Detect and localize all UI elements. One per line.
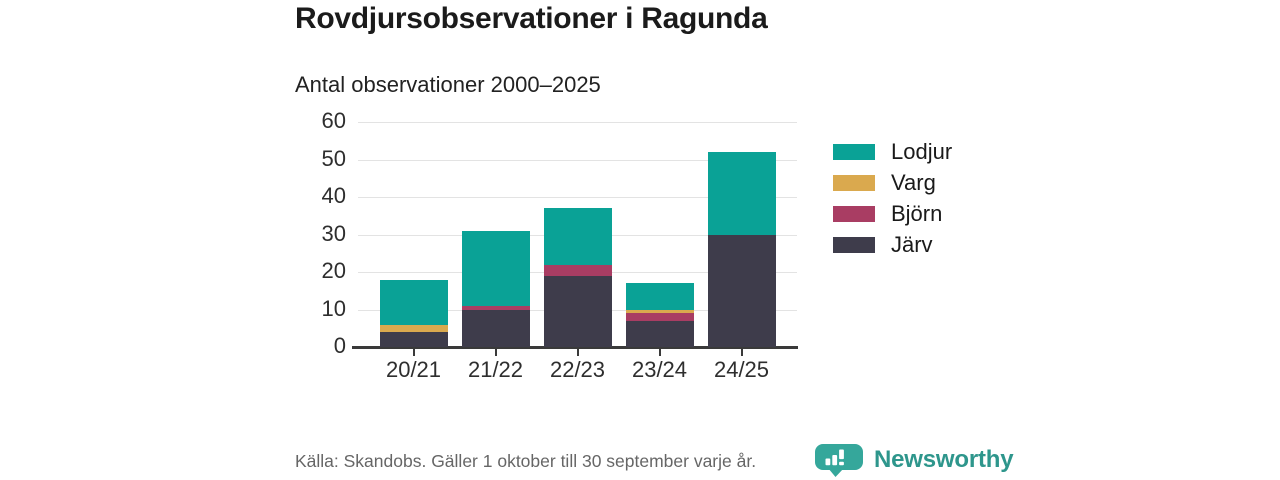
x-tick-mark [658,348,661,356]
legend-label: Varg [891,170,936,195]
legend-swatch-varg [833,175,875,191]
bar-segment-lodjur [707,152,776,235]
x-tick-label: 23/24 [631,357,688,382]
bar-segment-bjrn [625,313,694,321]
gridline [358,159,797,161]
y-tick-label: 0 [333,333,346,359]
legend-label: Lodjur [891,139,953,164]
x-tick-mark [576,348,579,356]
bar-segment-lodjur [379,279,448,325]
bar-segment-varg [379,324,448,332]
y-tick-label: 60 [321,108,346,134]
x-tick-label: 24/25 [713,357,770,382]
legend-swatch-bjorn [833,206,875,222]
y-tick-label: 20 [321,258,346,284]
gridline [358,197,797,198]
bar-segment-jrv [707,234,776,347]
x-tick-label: 21/22 [467,357,524,382]
bar-segment-jrv [461,309,530,347]
y-tick-label: 10 [321,295,346,321]
x-axis-line [352,346,798,349]
bar-segment-jrv [543,275,612,347]
legend-item-jarv: Järv [833,232,952,257]
chart-title: Rovdjursobservationer i Ragunda [295,2,768,35]
bar-segment-lodjur [461,230,530,306]
source-note: Källa: Skandobs. Gäller 1 oktober till 3… [295,451,757,471]
legend-item-lodjur: Lodjur [833,139,953,164]
x-tick-label: 20/21 [385,357,442,382]
bar-segment-jrv [625,320,694,347]
x-tick-mark [494,348,497,356]
y-tick-label: 50 [321,145,346,171]
bar-segment-bjrn [543,264,612,276]
legend-swatch-jarv [833,237,875,253]
x-tick-mark [740,348,743,356]
legend: Lodjur Varg Björn Järv [833,139,953,268]
newsworthy-logo-icon [815,444,863,477]
gridline [358,122,797,123]
bar-segment-lodjur [543,208,612,265]
bar-segment-bjrn [461,305,530,310]
legend-swatch-lodjur [833,144,875,160]
x-tick-label: 22/23 [549,357,606,382]
bar-segment-jrv [379,332,448,347]
legend-item-varg: Varg [833,170,952,195]
bar-segment-lodjur [625,283,694,310]
legend-label: Järv [891,232,933,257]
y-tick-label: 40 [321,183,346,209]
x-tick-mark [412,348,415,356]
chart-subtitle: Antal observationer 2000–2025 [295,72,601,97]
legend-label: Björn [891,201,943,226]
y-tick-label: 30 [321,220,346,246]
newsworthy-wordmark: Newsworthy [874,446,1014,473]
legend-item-bjorn: Björn [833,201,952,226]
bar-segment-varg [625,309,694,314]
